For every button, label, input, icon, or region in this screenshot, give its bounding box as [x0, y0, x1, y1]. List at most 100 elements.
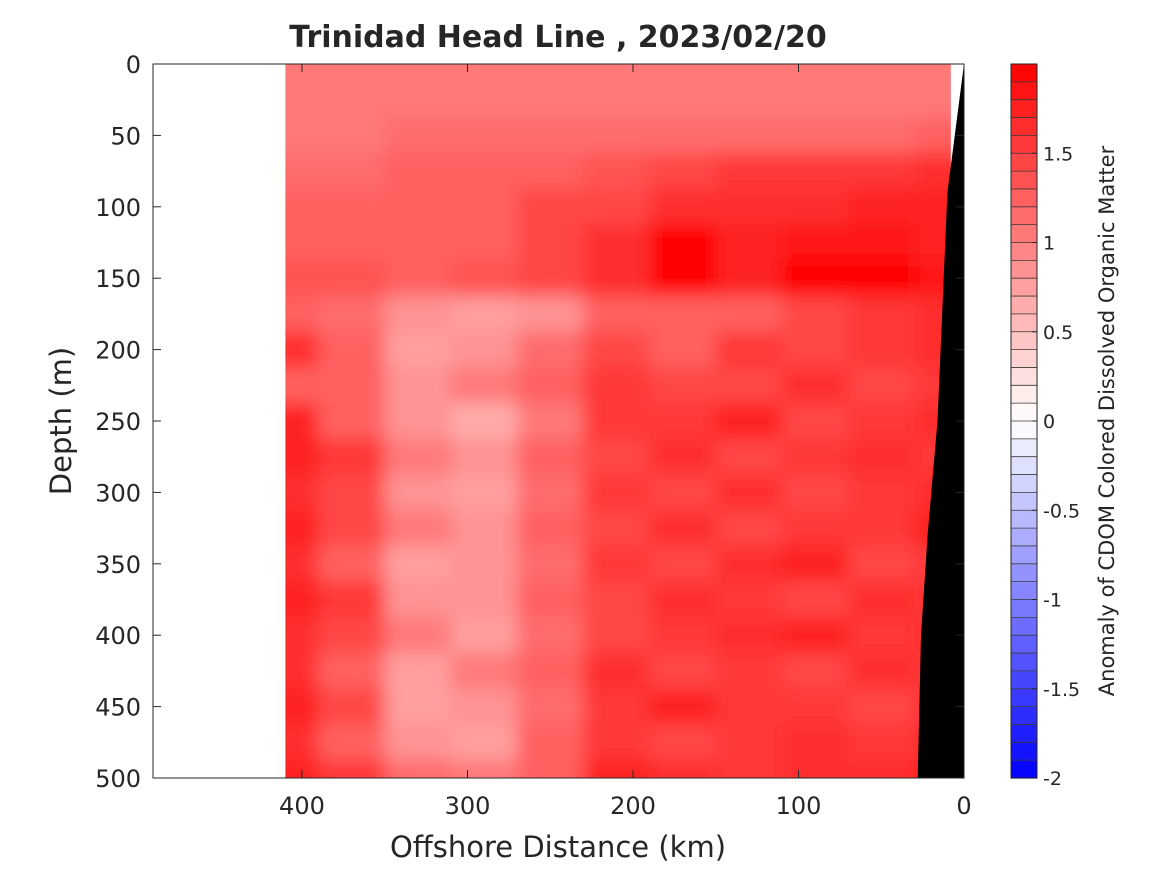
field-cell: [318, 81, 386, 119]
colorbar-swatch: [1011, 224, 1037, 244]
colorbar-ticks: 1.5 1 0.5 0 -0.5 -1 -1.5 -2: [1032, 143, 1080, 790]
colorbar-swatch: [1011, 153, 1037, 172]
y-tick-label: 250: [95, 408, 141, 436]
field-cell: [649, 64, 717, 83]
field-cell: [715, 581, 783, 619]
field-cell: [914, 64, 951, 83]
field-cell: [384, 760, 452, 778]
field-cell: [715, 724, 783, 762]
field-cell: [517, 296, 585, 333]
field-cell: [583, 296, 651, 333]
field-cell: [715, 260, 783, 298]
field-cell: [715, 296, 783, 333]
field-cell: [649, 474, 717, 512]
field-cell: [781, 510, 850, 547]
field-cell: [450, 474, 519, 512]
colorbar-swatch: [1011, 117, 1037, 136]
colorbar-tick-label: -1.5: [1043, 679, 1080, 701]
field-cell: [285, 581, 320, 619]
field-cell: [715, 224, 783, 262]
field-cell: [384, 64, 452, 83]
colorbar-swatch: [1011, 724, 1037, 743]
field-cells: [285, 64, 951, 778]
field-cell: [583, 117, 651, 155]
field-cell: [318, 546, 386, 583]
field-cell: [848, 331, 916, 369]
field-cell: [583, 153, 651, 190]
field-cell: [450, 617, 519, 655]
field-cell: [848, 64, 916, 83]
field-cell: [517, 510, 585, 547]
field-cell: [848, 117, 916, 155]
field-cell: [285, 331, 320, 369]
field-cell: [285, 688, 320, 726]
y-tick-label: 200: [95, 337, 141, 365]
field-cell: [318, 64, 386, 83]
field-cell: [285, 546, 320, 583]
colorbar-swatch: [1011, 528, 1037, 547]
field-cell: [318, 153, 386, 190]
field-cell: [450, 438, 519, 476]
field-cell: [517, 64, 585, 83]
field-cell: [450, 546, 519, 583]
field-cell: [517, 724, 585, 762]
colorbar-swatch: [1011, 545, 1037, 565]
field-cell: [715, 438, 783, 476]
x-axis-ticks: 400 300 200 100 0: [279, 64, 972, 820]
field-cell: [384, 81, 452, 119]
field-cell: [715, 688, 783, 726]
field-cell: [649, 760, 717, 778]
colorbar-swatch: [1011, 635, 1037, 654]
field-cell: [715, 617, 783, 655]
field-cell: [285, 438, 320, 476]
field-cell: [781, 224, 850, 262]
field-cell: [517, 438, 585, 476]
field-cell: [450, 403, 519, 440]
field-cell: [517, 617, 585, 655]
colorbar-swatch: [1011, 296, 1037, 315]
field-cell: [384, 688, 452, 726]
colorbar-tick-label: 0: [1043, 411, 1055, 433]
field-cell: [583, 724, 651, 762]
field-cell: [649, 724, 717, 762]
field-cell: [517, 653, 585, 690]
colorbar-tick-label: 1: [1043, 233, 1055, 255]
field-cell: [450, 581, 519, 619]
field-cell: [848, 724, 916, 762]
colorbar-swatch: [1011, 403, 1037, 422]
field-cell: [318, 260, 386, 298]
field-cell: [583, 64, 651, 83]
field-cell: [517, 117, 585, 155]
field-cell: [781, 617, 850, 655]
field-cell: [848, 81, 916, 119]
field-cell: [384, 617, 452, 655]
colorbar-tick-label: 0.5: [1043, 322, 1073, 344]
field-cell: [848, 546, 916, 583]
field-cell: [450, 153, 519, 190]
field-cell: [914, 188, 951, 226]
field-cell: [384, 653, 452, 690]
field-cell: [450, 331, 519, 369]
colorbar-tick-label: -2: [1043, 768, 1062, 790]
field-cell: [781, 153, 850, 190]
field-cell: [649, 188, 717, 226]
field-cell: [318, 331, 386, 369]
colorbar-swatch: [1011, 385, 1037, 404]
y-tick-label: 350: [95, 551, 141, 579]
field-cell: [649, 403, 717, 440]
field-cell: [517, 546, 585, 583]
field-cell: [285, 260, 320, 298]
field-cell: [715, 510, 783, 547]
field-cell: [649, 510, 717, 547]
field-cell: [318, 296, 386, 333]
field-cell: [318, 581, 386, 619]
field-cell: [583, 367, 651, 405]
field-cell: [848, 403, 916, 440]
y-tick-label: 450: [95, 694, 141, 722]
field-cell: [781, 438, 850, 476]
field-cell: [914, 81, 951, 119]
field-cell: [715, 153, 783, 190]
colorbar-swatch: [1011, 563, 1037, 583]
field-cell: [285, 188, 320, 226]
field-cell: [781, 546, 850, 583]
